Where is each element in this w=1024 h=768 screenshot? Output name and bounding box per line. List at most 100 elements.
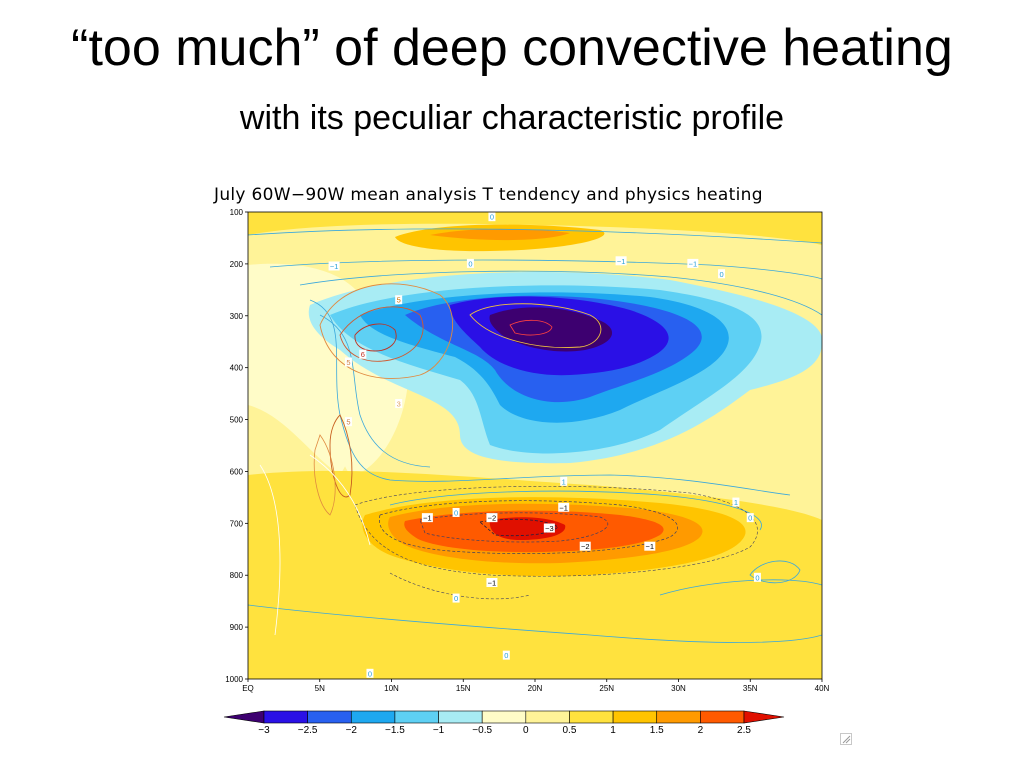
contour-label-bg — [344, 417, 352, 427]
contour-labels: 0 0 −1 −1 −1 0 −1 −2 −1 −3 −2 −1 −1 0 1 0 1 0 0 0 0 5 6 5 5 3 — [328, 212, 761, 678]
colorbar-swatch — [656, 710, 701, 724]
contour-label-bg — [452, 507, 460, 517]
contour-label: 0 — [454, 594, 458, 603]
contour-label: −1 — [617, 257, 626, 266]
slide-subtitle: with its peculiar characteristic profile — [239, 99, 785, 137]
y-tick-label: 900 — [230, 623, 244, 632]
x-tick-label: 15N — [456, 684, 471, 693]
contour-label-bg — [746, 513, 754, 523]
contour-label-bg — [644, 541, 656, 551]
y-tick-label: 100 — [230, 208, 244, 217]
x-tick-label: 40N — [815, 684, 830, 693]
colorbar-swatch — [307, 710, 352, 724]
contour-label-bg — [466, 258, 474, 268]
colorbar-tick-label: 0 — [523, 725, 529, 736]
colorbar-swatch — [350, 710, 396, 724]
colorbar: −3 −2.5 −2 −1.5 −1 −0.5 0 0.5 1 1.5 2 2.5 — [223, 710, 785, 736]
contour-label-bg — [543, 523, 555, 533]
contour-label-bg — [753, 572, 761, 582]
contour-label: 0 — [504, 651, 508, 660]
contour-label: 1 — [562, 477, 566, 486]
colorbar-tick-label: 0.5 — [563, 725, 577, 736]
y-tick-label: 600 — [230, 467, 244, 476]
contour-label: 5 — [397, 296, 401, 305]
contour-label-bg — [452, 593, 460, 603]
contour-label: −1 — [646, 542, 655, 551]
contour-label: −1 — [330, 262, 339, 271]
resize-icon — [840, 733, 852, 745]
contour-label: 5 — [346, 358, 350, 367]
colorbar-swatch — [481, 710, 527, 724]
colorbar-tick-label: −2 — [346, 725, 358, 736]
contour-label: −2 — [581, 542, 590, 551]
contour-label-bg — [560, 476, 568, 486]
x-tick-label: 5N — [315, 684, 325, 693]
contour-label-bg — [421, 513, 433, 523]
contour-label: 0 — [368, 669, 372, 678]
colorbar-tick-label: −1 — [433, 725, 445, 736]
contour-label: 0 — [490, 213, 494, 222]
contour-label-bg — [615, 256, 627, 266]
x-tick-label: 10N — [384, 684, 399, 693]
contour-label: −3 — [545, 524, 554, 533]
contour-label: 1 — [734, 498, 738, 507]
colorbar-swatch — [525, 710, 570, 724]
colorbar-swatch — [612, 710, 658, 724]
x-tick-label: 25N — [599, 684, 614, 693]
colorbar-tick-label: −1.5 — [385, 725, 405, 736]
x-axis: EQ 5N 10N 15N 20N 25N 30N 35N 40N — [242, 679, 830, 693]
colorbar-tick-label: 2.5 — [737, 725, 751, 736]
contour-label-bg — [502, 650, 510, 660]
contour-label: 0 — [454, 508, 458, 517]
colorbar-tick-label: −2.5 — [298, 725, 318, 736]
chart-title: July 60W−90W mean analysis T tendency an… — [213, 185, 763, 205]
y-tick-label: 700 — [230, 519, 244, 528]
colorbar-tick-label: 1.5 — [650, 725, 664, 736]
contour-label-bg — [328, 261, 340, 271]
contour-label-bg — [344, 357, 352, 367]
x-tick-label: EQ — [242, 684, 254, 693]
y-tick-label: 400 — [230, 364, 244, 373]
contour-label-bg — [366, 668, 374, 678]
y-tick-label: 500 — [230, 416, 244, 425]
contour-label: 0 — [748, 514, 752, 523]
shaded-field — [248, 212, 822, 679]
contour-label-bg — [718, 269, 726, 279]
colorbar-swatch — [438, 710, 483, 724]
colorbar-high-arrow — [743, 710, 785, 724]
contour-label-bg — [579, 541, 591, 551]
contour-label: 0 — [468, 259, 472, 268]
colorbar-tick-label: 2 — [698, 725, 704, 736]
colorbar-tick-label: −0.5 — [472, 725, 492, 736]
x-tick-label: 35N — [743, 684, 758, 693]
contour-label: 5 — [346, 418, 350, 427]
contour-label: −1 — [689, 259, 698, 268]
colorbar-swatch — [394, 710, 439, 724]
x-tick-label: 30N — [671, 684, 686, 693]
contour-label: 3 — [397, 399, 401, 408]
contour-label: −2 — [488, 514, 497, 523]
contour-label-bg — [558, 502, 570, 512]
contour-label-bg — [486, 513, 498, 523]
y-tick-label: 300 — [230, 312, 244, 321]
contour-label-bg — [687, 258, 699, 268]
y-tick-label: 800 — [230, 571, 244, 580]
contour-label: −1 — [488, 579, 497, 588]
x-tick-label: 20N — [528, 684, 543, 693]
y-axis: 100 200 300 400 500 600 700 800 900 1000 — [225, 208, 248, 684]
y-tick-label: 200 — [230, 260, 244, 269]
contour-label: 0 — [755, 573, 759, 582]
colorbar-swatch — [700, 710, 745, 724]
contour-label-bg — [395, 295, 403, 305]
colorbar-tick-label: −3 — [258, 725, 270, 736]
contour-label-bg — [486, 578, 498, 588]
colorbar-tick-label: 1 — [610, 725, 616, 736]
colorbar-swatch — [569, 710, 614, 724]
colorbar-swatch — [263, 710, 308, 724]
contour-label-bg — [359, 349, 367, 359]
colorbar-low-arrow — [223, 710, 265, 724]
contour-label: 6 — [361, 350, 365, 359]
contour-label-bg — [732, 497, 740, 507]
contour-label-bg — [395, 398, 403, 408]
